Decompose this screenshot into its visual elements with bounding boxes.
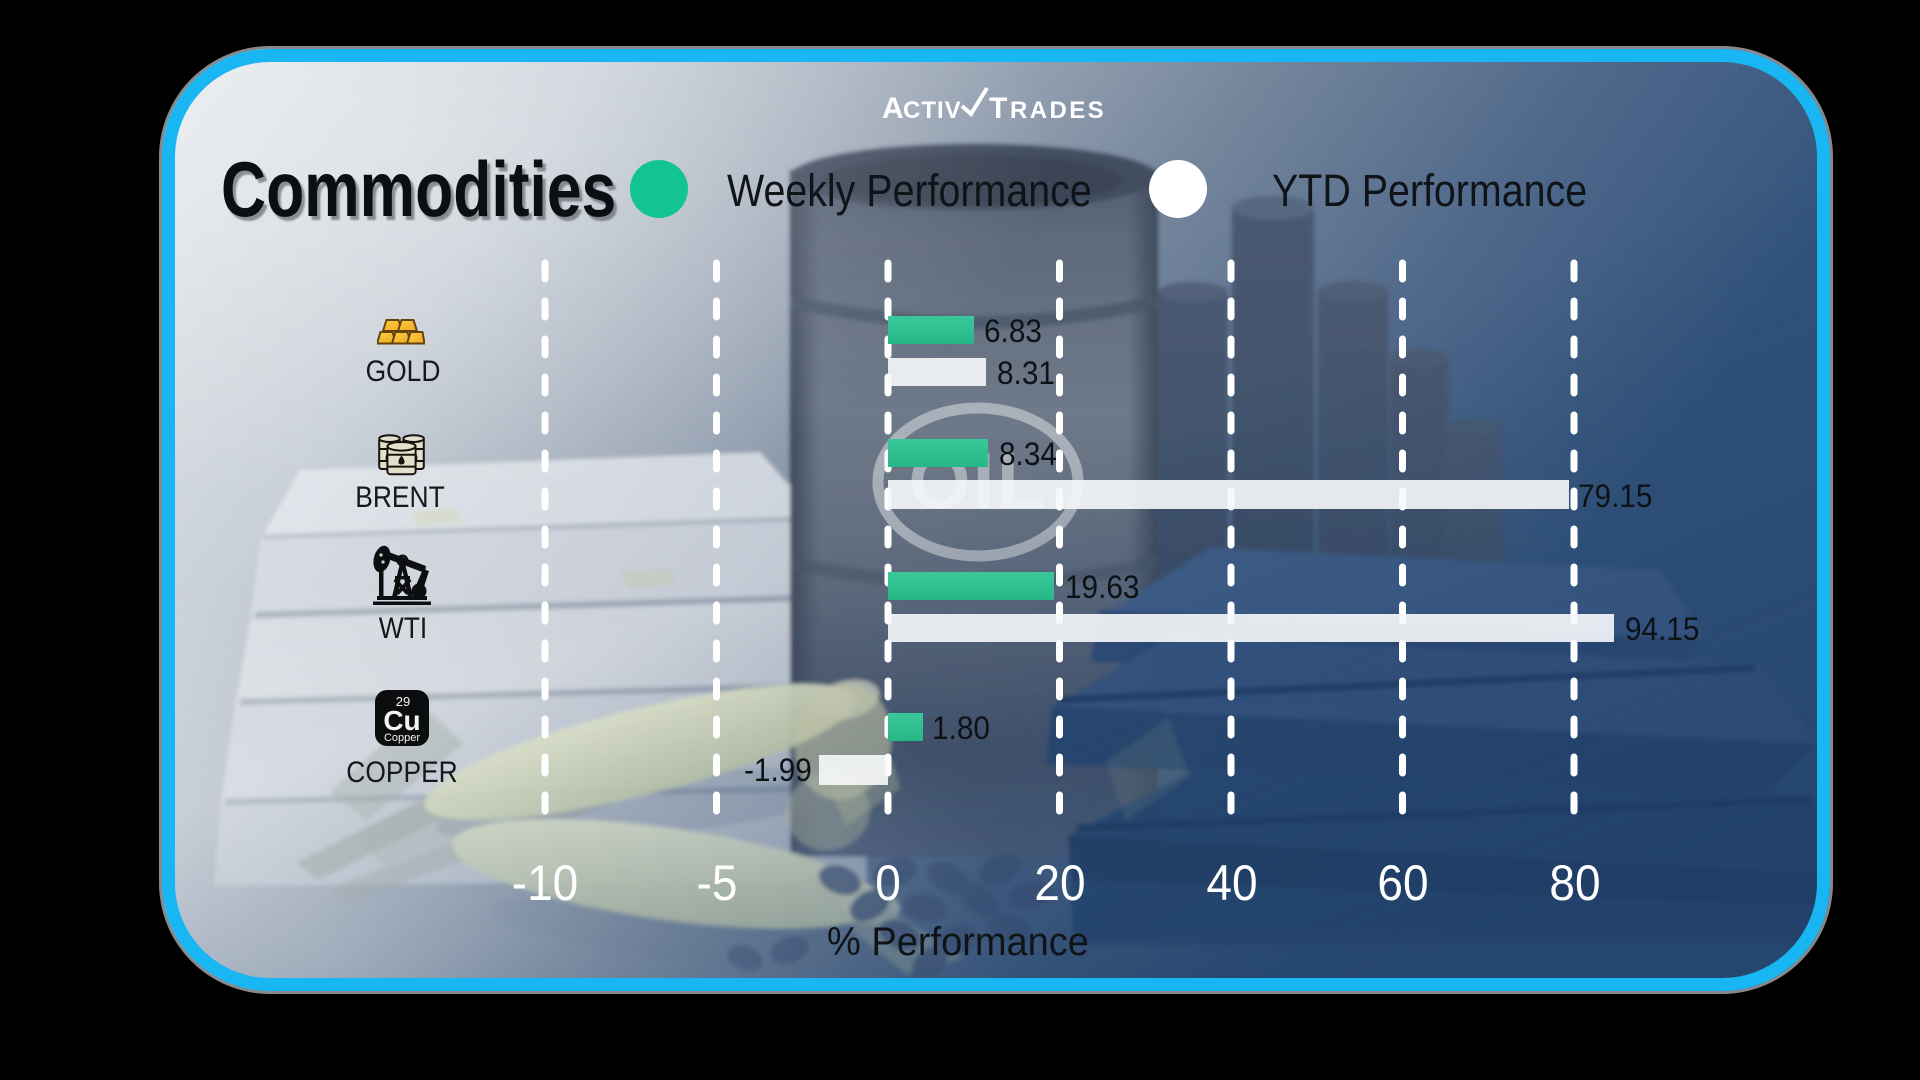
svg-text:A: A [882,92,904,124]
svg-text:Cu: Cu [383,705,420,736]
svg-text:T: T [989,92,1007,124]
svg-text:29: 29 [396,694,410,709]
svg-text:Copper: Copper [384,732,420,744]
svg-text:RADES: RADES [1010,97,1106,124]
svg-text:CTIV: CTIV [903,97,962,124]
